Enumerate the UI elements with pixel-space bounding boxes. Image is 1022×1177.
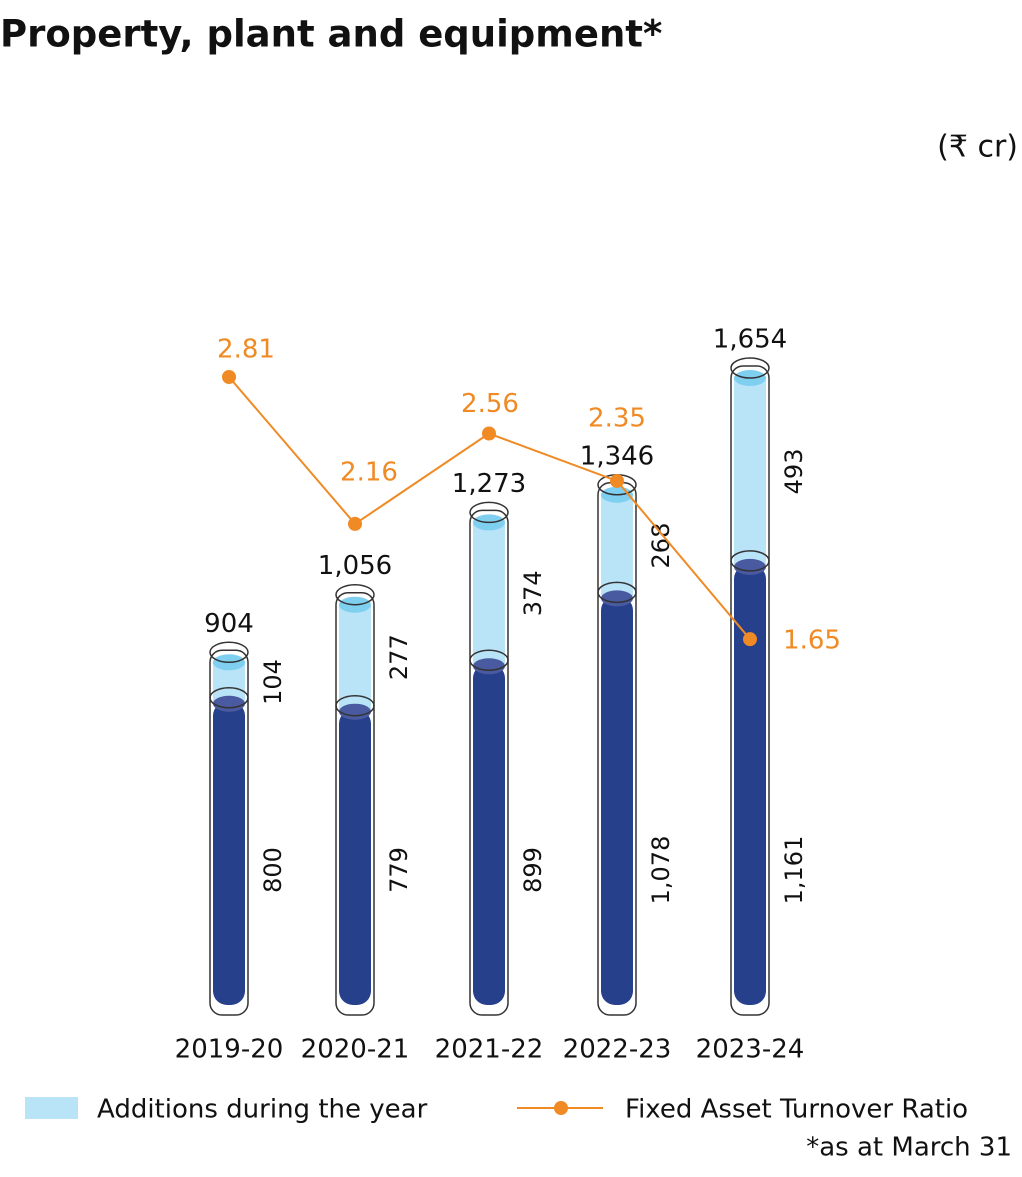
value-label: 104 <box>259 659 287 705</box>
value-label: 493 <box>780 449 808 495</box>
chart-title: Property, plant and equipment* <box>0 13 662 56</box>
tube-rim <box>730 550 770 572</box>
total-label: 1,273 <box>452 469 526 499</box>
legend-label: Fixed Asset Turnover Ratio <box>625 1095 968 1125</box>
x-tick-label: 2021-22 <box>435 1035 544 1065</box>
value-label: 800 <box>259 847 287 893</box>
tube-cap <box>734 558 766 575</box>
x-tick-label: 2023-24 <box>696 1035 805 1065</box>
legend-marker <box>554 1101 568 1115</box>
ratio-marker <box>610 473 624 488</box>
value-label: 374 <box>519 570 547 616</box>
ratio-label: 2.16 <box>340 457 398 487</box>
bar-base <box>213 701 245 1005</box>
tube-outline <box>209 649 249 1016</box>
tube-outline <box>469 509 509 1016</box>
footnote: *as at March 31 <box>806 1133 1012 1163</box>
tube-cap <box>473 658 505 675</box>
ratio-marker <box>222 370 236 384</box>
bar-additions <box>339 604 371 710</box>
bar-additions <box>473 522 505 665</box>
legend-swatch <box>25 1097 78 1119</box>
tube-rim <box>469 649 509 671</box>
x-tick-label: 2020-21 <box>301 1035 410 1065</box>
tube-rim <box>597 581 637 604</box>
tube-rim <box>335 694 375 717</box>
ratio-label: 1.65 <box>783 626 841 656</box>
value-label: 899 <box>519 847 547 893</box>
tube-rim <box>730 357 770 379</box>
total-label: 1,346 <box>580 441 654 471</box>
ratio-label: 2.56 <box>461 389 519 419</box>
tube-outline <box>335 591 375 1016</box>
tube-cap <box>339 703 371 720</box>
tube-rim <box>209 686 249 709</box>
x-tick-label: 2019-20 <box>175 1035 284 1065</box>
bar-base <box>601 596 633 1005</box>
tube-cap <box>213 695 245 712</box>
ratio-marker <box>482 426 496 441</box>
ratio-marker <box>743 632 757 647</box>
x-tick-label: 2022-23 <box>563 1035 672 1065</box>
tube-outline <box>730 365 770 1016</box>
total-label: 904 <box>204 609 254 639</box>
bar-base <box>339 709 371 1005</box>
total-label: 1,654 <box>713 325 787 355</box>
value-label: 1,078 <box>647 836 675 905</box>
unit-label: (₹ cr) <box>937 130 1018 165</box>
value-label: 779 <box>385 847 413 893</box>
legend-label: Additions during the year <box>97 1095 428 1125</box>
bar-base <box>473 664 505 1005</box>
bar-additions <box>734 378 766 565</box>
tube-cap <box>601 590 633 607</box>
bar-additions <box>601 494 633 597</box>
ratio-label: 2.81 <box>217 335 275 365</box>
tube-rim <box>209 641 249 664</box>
ratio-marker <box>348 516 362 531</box>
bar-base <box>734 564 766 1005</box>
total-label: 1,056 <box>318 551 392 581</box>
ratio-label: 2.35 <box>588 403 646 433</box>
tube-rim <box>335 583 375 606</box>
value-label: 277 <box>385 634 413 680</box>
tube-rim <box>469 501 509 524</box>
value-label: 1,161 <box>780 836 808 905</box>
